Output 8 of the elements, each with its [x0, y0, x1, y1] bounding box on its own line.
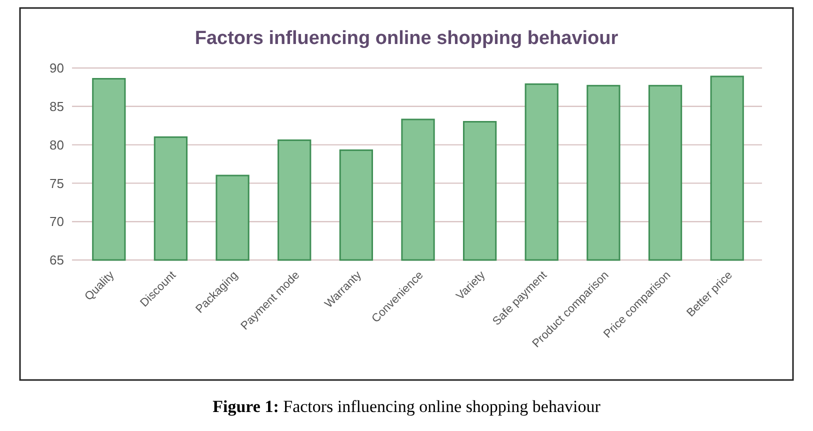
- y-tick-label: 90: [50, 60, 64, 76]
- y-tick-label: 80: [50, 137, 64, 152]
- chart-title: Factors influencing online shopping behaviour: [194, 28, 619, 49]
- caption: Figure 1: Factors influencing online shopping behaviour: [212, 397, 601, 416]
- y-tick-label: 75: [50, 176, 64, 191]
- y-tick-label: 70: [50, 214, 64, 230]
- y-tick-label: 85: [50, 98, 64, 114]
- y-tick-label: 65: [50, 252, 64, 268]
